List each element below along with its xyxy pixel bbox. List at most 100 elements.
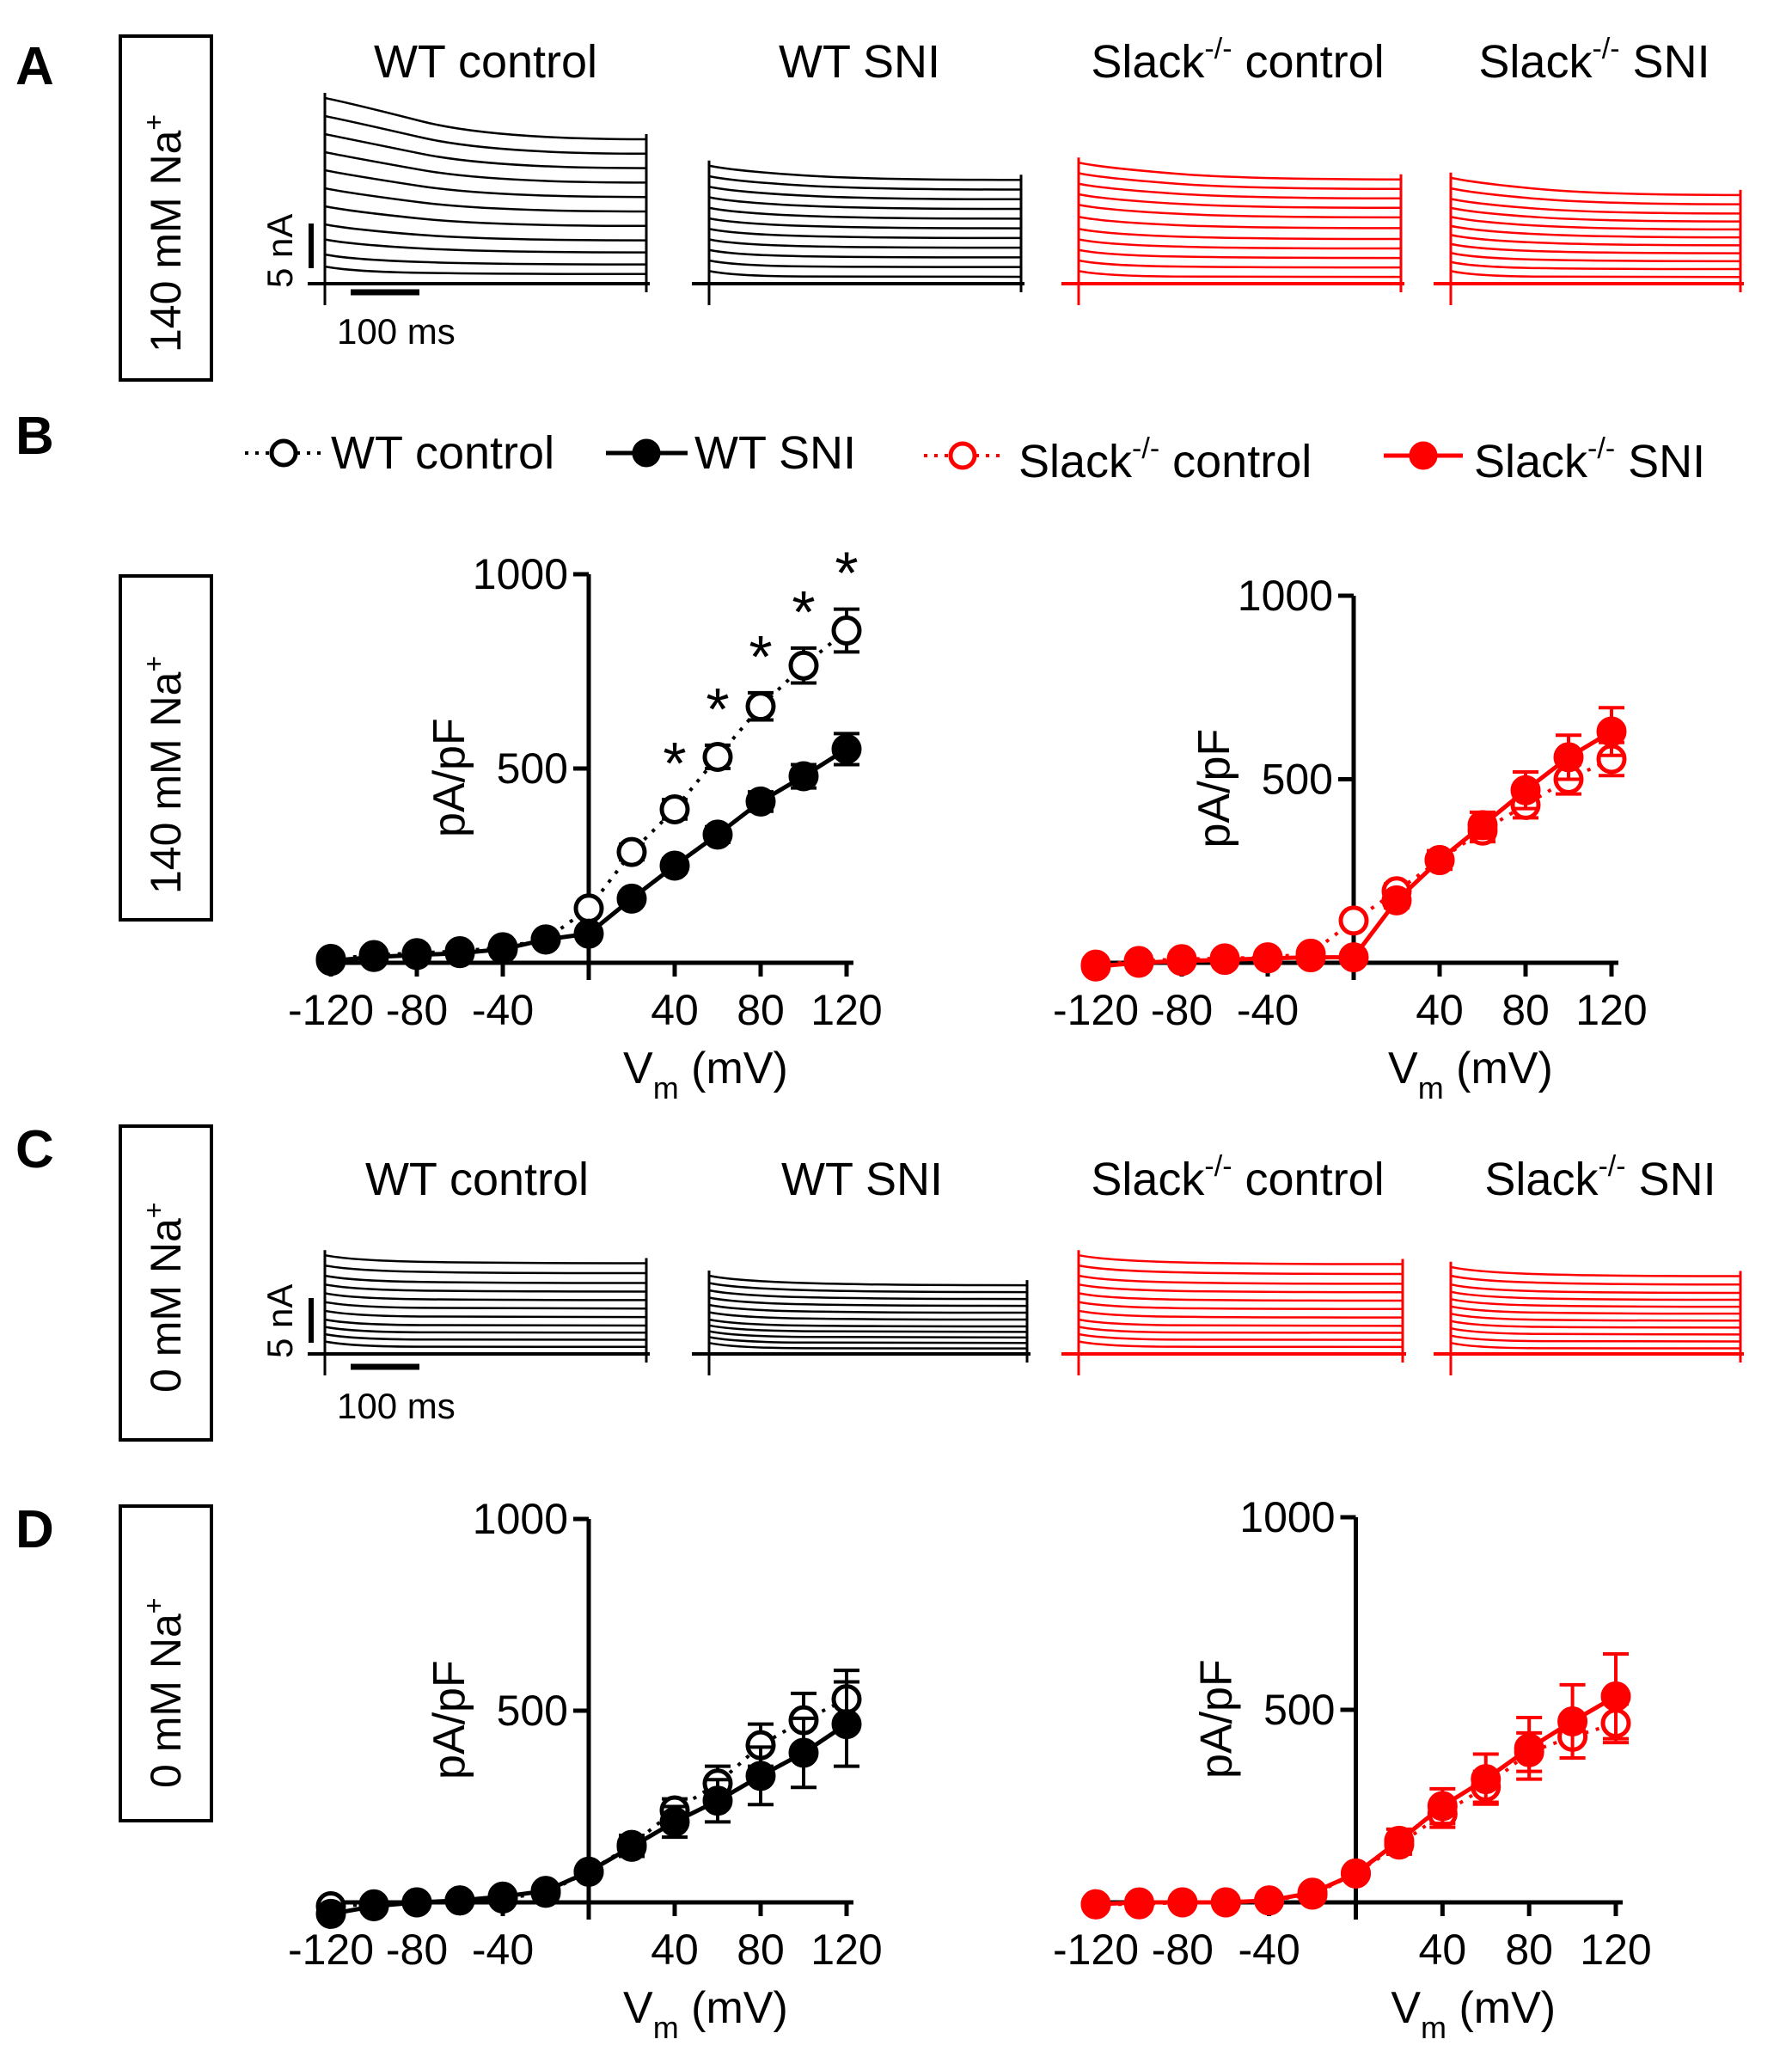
legend-label-wt-sni: WT SNI xyxy=(694,427,856,479)
significance-star: * xyxy=(749,623,772,690)
x-tick-label: 80 xyxy=(1501,986,1550,1034)
current-trace xyxy=(1078,162,1402,181)
current-trace xyxy=(1450,1290,1741,1301)
current-trace xyxy=(1450,187,1741,205)
current-trace xyxy=(1078,1292,1404,1302)
data-point xyxy=(487,1881,518,1912)
significance-star: * xyxy=(706,676,729,743)
condition-label-a: 140 mM Na xyxy=(142,130,190,352)
current-traces-c-wt-control xyxy=(308,1250,650,1375)
current-trace xyxy=(324,1292,647,1301)
trace-title-a-slack-sni: Slack-/- SNI xyxy=(1478,33,1709,88)
y-tick-label: 1000 xyxy=(1239,1493,1335,1541)
data-point xyxy=(659,793,690,824)
data-point xyxy=(788,650,819,681)
current-trace xyxy=(324,1253,647,1265)
current-trace xyxy=(1078,193,1402,210)
current-trace xyxy=(1450,206,1741,223)
current-trace xyxy=(1450,252,1741,263)
x-tick-label: -120 xyxy=(288,986,374,1034)
y-tick-label: 500 xyxy=(497,744,568,793)
condition-label-d: 0 mM Na xyxy=(142,1614,190,1788)
current-trace xyxy=(1078,1332,1404,1341)
scale-bar-a: 5 nA 100 ms xyxy=(260,214,456,352)
y-tick-label: 500 xyxy=(497,1687,568,1735)
current-trace xyxy=(1450,1297,1741,1308)
y-axis-title: pA/pF xyxy=(425,718,474,837)
data-point xyxy=(1338,905,1369,936)
current-trace xyxy=(708,1341,1028,1350)
current-trace xyxy=(324,1264,647,1275)
data-point xyxy=(788,1737,819,1768)
x-tick-label: 120 xyxy=(1575,986,1647,1034)
trace-title-a-wt-sni: WT SNI xyxy=(779,36,940,88)
data-point xyxy=(530,924,561,955)
data-point xyxy=(1384,1825,1415,1856)
data-point xyxy=(659,1806,690,1837)
current-trace xyxy=(324,1326,647,1334)
svg-text:0 mM Na+: 0 mM Na+ xyxy=(138,1203,190,1393)
scale-time-a: 100 ms xyxy=(337,311,456,352)
current-trace xyxy=(1078,1283,1404,1294)
current-traces-a-wt-control xyxy=(308,93,650,305)
data-point xyxy=(1167,1887,1198,1918)
condition-label-c: 0 mM Na xyxy=(142,1218,190,1393)
data-point xyxy=(745,786,776,817)
data-point xyxy=(831,733,862,764)
x-axis-title: Vm (mV) xyxy=(623,1983,788,2045)
x-tick-label: 120 xyxy=(810,1926,882,1974)
significance-star: * xyxy=(835,540,858,607)
data-point xyxy=(358,1890,389,1921)
current-trace xyxy=(708,1289,1028,1301)
current-trace xyxy=(324,1301,647,1310)
legend-item-wt-control: WT control xyxy=(245,427,554,479)
condition-box-b: 140 mM Na+ xyxy=(119,574,213,922)
x-tick-label: -80 xyxy=(1152,1926,1214,1974)
current-trace xyxy=(1078,1318,1404,1327)
current-trace xyxy=(1078,259,1402,269)
data-point xyxy=(1210,1887,1241,1918)
x-tick-label: -120 xyxy=(1053,1926,1139,1974)
panel-letter-b: B xyxy=(15,407,54,466)
current-trace xyxy=(708,1311,1028,1321)
current-traces-a-slack-sni xyxy=(1434,172,1744,305)
current-trace xyxy=(324,1318,647,1327)
current-trace xyxy=(1078,228,1402,241)
data-point xyxy=(1600,1681,1631,1712)
data-point xyxy=(831,615,862,646)
x-tick-label: 40 xyxy=(1416,986,1464,1034)
current-trace xyxy=(1078,172,1402,190)
current-trace xyxy=(1450,260,1741,271)
current-trace xyxy=(708,206,1022,220)
current-trace xyxy=(1450,224,1741,239)
x-tick-label: 80 xyxy=(737,1926,785,1974)
data-point xyxy=(831,1709,862,1740)
x-axis-title: Vm (mV) xyxy=(1388,1044,1553,1105)
current-trace xyxy=(708,186,1022,201)
trace-title-a-slack-control: Slack-/- control xyxy=(1091,33,1384,88)
current-trace xyxy=(324,1332,647,1341)
data-point xyxy=(1080,951,1111,982)
data-point xyxy=(401,1887,432,1918)
current-trace xyxy=(1078,216,1402,230)
current-trace xyxy=(1450,198,1741,215)
current-trace xyxy=(1078,238,1402,250)
current-trace xyxy=(708,1336,1028,1344)
y-axis-title: pA/pF xyxy=(1190,729,1239,848)
panel-letter-d: D xyxy=(15,1500,54,1559)
current-trace xyxy=(324,265,647,276)
current-trace xyxy=(1450,242,1741,254)
current-trace xyxy=(324,223,647,242)
data-point xyxy=(1427,1791,1458,1822)
current-trace xyxy=(1450,1326,1741,1336)
data-point xyxy=(1381,885,1412,916)
x-tick-label: 80 xyxy=(1505,1926,1553,1974)
current-trace xyxy=(708,175,1022,191)
y-axis-title: pA/pF xyxy=(1192,1659,1242,1779)
legend-label-slack-control: Slack-/- control xyxy=(1018,432,1312,487)
current-trace xyxy=(708,238,1022,249)
x-axis-title: Vm (mV) xyxy=(1391,1983,1556,2045)
data-point xyxy=(1553,742,1584,773)
current-trace xyxy=(1450,1341,1741,1350)
